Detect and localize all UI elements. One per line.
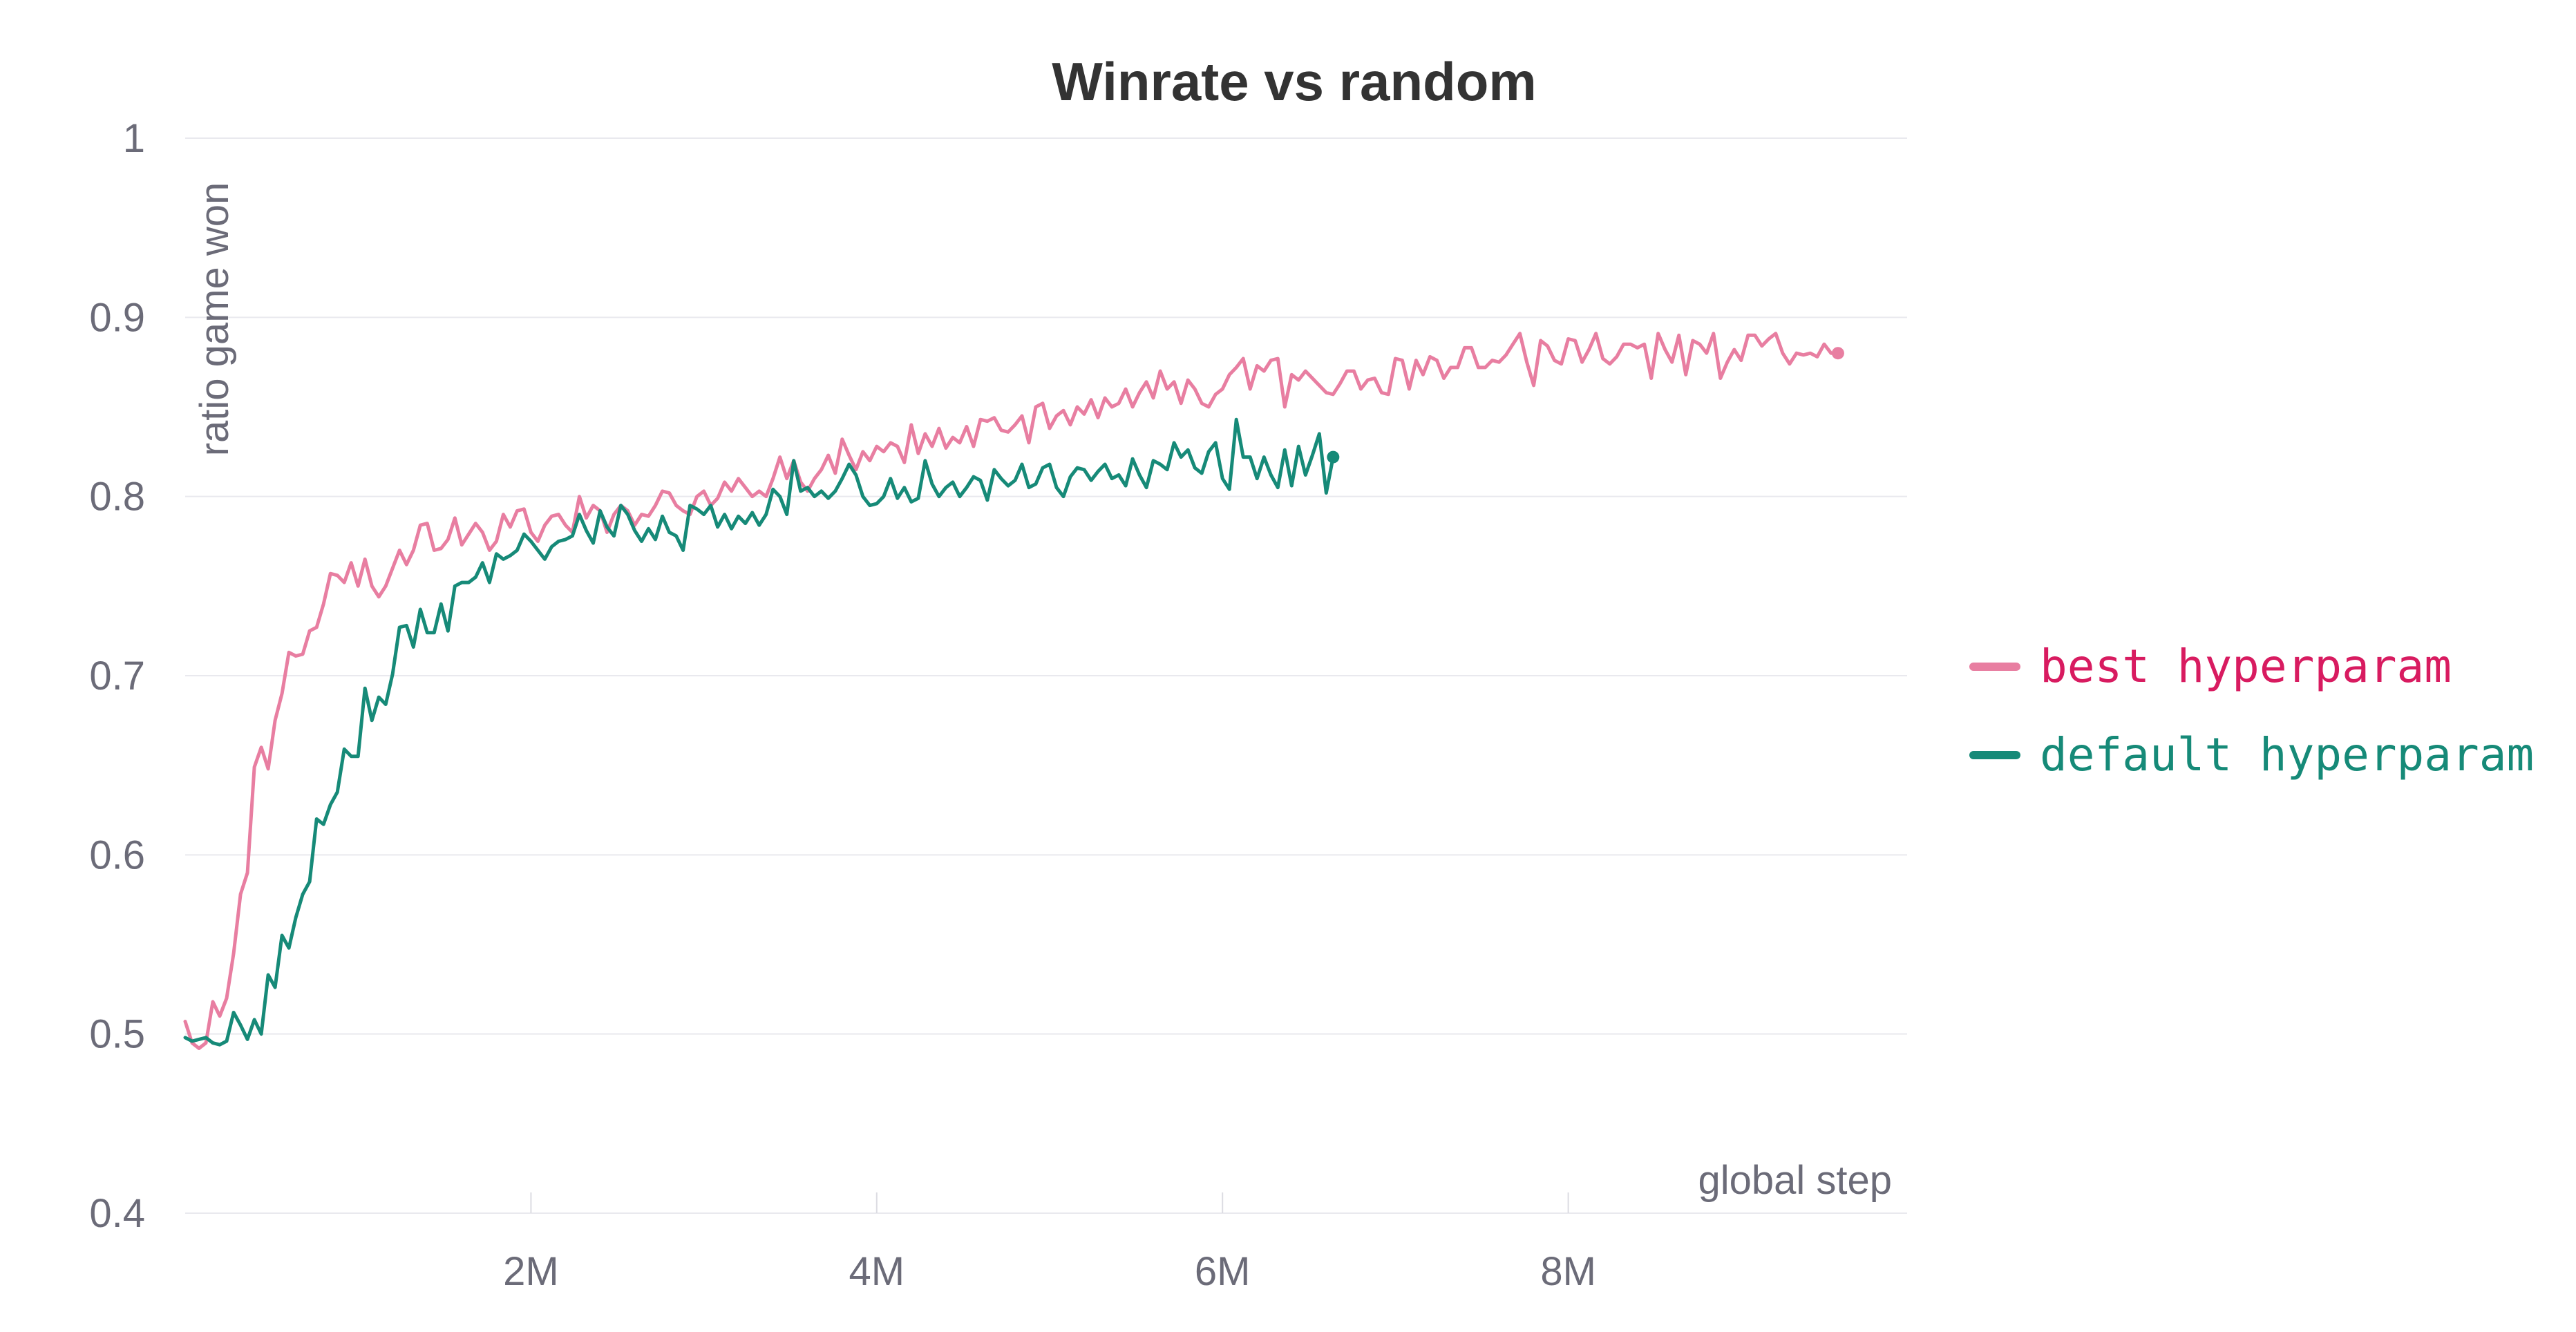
- legend[interactable]: best hyperparam default hyperparam: [1969, 640, 2534, 781]
- series-line-best-hyperparam[interactable]: [183, 332, 1840, 1050]
- x-tick-label: 8M: [1540, 1249, 1596, 1294]
- y-tick-label: 0.5: [89, 1012, 145, 1057]
- x-tick-label: 4M: [849, 1249, 905, 1294]
- y-axis-ticks: 0.4 0.5 0.6 0.7 0.8 0.9 1: [89, 116, 145, 1236]
- series-end-marker: [1327, 450, 1340, 464]
- y-tick-label: 0.7: [89, 654, 145, 698]
- series-end-marker: [1831, 347, 1844, 360]
- gridlines: [185, 137, 1907, 1214]
- series-line-default-hyperparam[interactable]: [183, 417, 1335, 1047]
- legend-entry-label[interactable]: best hyperparam: [2040, 640, 2452, 693]
- chart-title: Winrate vs random: [1052, 51, 1536, 112]
- x-axis-label: global step: [1698, 1158, 1892, 1203]
- y-axis-label: ratio game won: [192, 182, 237, 457]
- series-lines: [183, 332, 1844, 1050]
- x-tick-label: 6M: [1195, 1249, 1251, 1294]
- y-tick-label: 1: [123, 116, 145, 161]
- x-tick-label: 2M: [503, 1249, 559, 1294]
- y-tick-label: 0.4: [89, 1191, 145, 1236]
- y-tick-label: 0.6: [89, 832, 145, 877]
- x-axis-ticks: 2M 4M 6M 8M: [503, 1192, 1596, 1294]
- y-tick-label: 0.9: [89, 295, 145, 340]
- legend-entry-label[interactable]: default hyperparam: [2040, 728, 2534, 781]
- y-tick-label: 0.8: [89, 475, 145, 520]
